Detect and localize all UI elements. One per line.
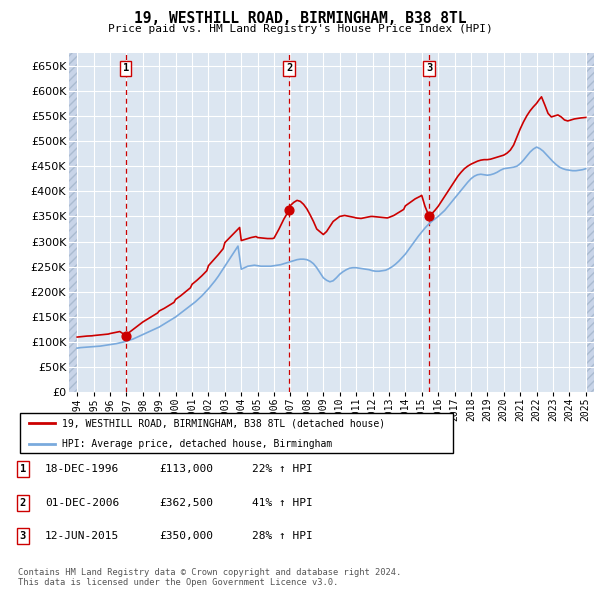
Text: £113,000: £113,000 [159,464,213,474]
Point [424,212,434,221]
Point [284,205,294,215]
Text: 2: 2 [20,498,26,507]
Text: 22% ↑ HPI: 22% ↑ HPI [252,464,313,474]
Bar [69,53,77,392]
Text: HPI: Average price, detached house, Birmingham: HPI: Average price, detached house, Birm… [62,438,332,448]
FancyBboxPatch shape [20,414,453,453]
Bar [586,53,594,392]
Text: 3: 3 [20,532,26,541]
Text: 28% ↑ HPI: 28% ↑ HPI [252,532,313,541]
Text: 19, WESTHILL ROAD, BIRMINGHAM, B38 8TL (detached house): 19, WESTHILL ROAD, BIRMINGHAM, B38 8TL (… [62,418,385,428]
Text: £350,000: £350,000 [159,532,213,541]
Point [121,331,131,340]
Text: 1: 1 [20,464,26,474]
Text: 19, WESTHILL ROAD, BIRMINGHAM, B38 8TL: 19, WESTHILL ROAD, BIRMINGHAM, B38 8TL [134,11,466,25]
Text: 3: 3 [426,63,432,73]
Text: 41% ↑ HPI: 41% ↑ HPI [252,498,313,507]
Text: 12-JUN-2015: 12-JUN-2015 [45,532,119,541]
Text: 01-DEC-2006: 01-DEC-2006 [45,498,119,507]
Text: Price paid vs. HM Land Registry's House Price Index (HPI): Price paid vs. HM Land Registry's House … [107,24,493,34]
Text: £362,500: £362,500 [159,498,213,507]
Text: Contains HM Land Registry data © Crown copyright and database right 2024.
This d: Contains HM Land Registry data © Crown c… [18,568,401,587]
Text: 18-DEC-1996: 18-DEC-1996 [45,464,119,474]
Text: 2: 2 [286,63,292,73]
Text: 1: 1 [122,63,129,73]
